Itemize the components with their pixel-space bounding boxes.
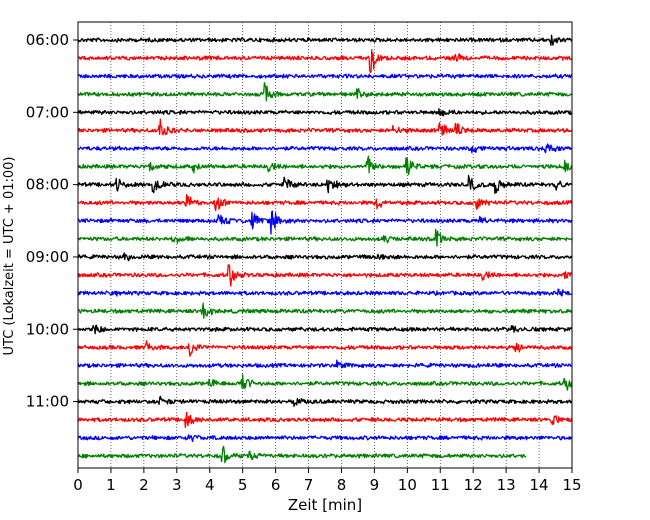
x-tick-label: 2 (139, 476, 149, 494)
x-tick-label: 13 (497, 476, 516, 494)
seismogram-traces (77, 34, 573, 464)
y-axis-label: UTC (Lokalzeit = UTC + 01:00) (2, 157, 17, 356)
trace-0815 (77, 194, 573, 212)
trace-0730 (77, 143, 573, 154)
y-tick-label: 07:00 (26, 103, 69, 121)
x-tick-label: 7 (304, 476, 314, 494)
grid-lines (110, 22, 540, 468)
trace-1045 (77, 374, 573, 391)
trace-1115 (77, 411, 573, 429)
trace-0900 (77, 252, 573, 262)
trace-0600 (77, 34, 573, 46)
x-tick-label: 12 (464, 476, 483, 494)
trace-1130 (77, 434, 573, 443)
trace-0800 (77, 174, 573, 194)
axis-ticks: 0 1 2 3 4 5 6 7 8 9 10 11 12 13 14 1506:0007:0008:0009:… (26, 31, 582, 494)
x-tick-label: 8 (337, 476, 347, 494)
trace-0830 (77, 210, 573, 235)
x-tick-label: 10 (398, 476, 417, 494)
trace-1030 (77, 359, 573, 369)
x-tick-label: 0 (73, 476, 83, 494)
trace-0700 (77, 108, 573, 117)
trace-0645 (77, 82, 573, 102)
trace-0630 (77, 73, 573, 79)
trace-0845 (77, 228, 573, 247)
plot-frame (77, 21, 573, 469)
x-tick-label: 9 (370, 476, 380, 494)
x-tick-label: 15 (562, 476, 581, 494)
trace-1100 (77, 395, 573, 407)
x-tick-label: 4 (205, 476, 215, 494)
x-tick-label: 5 (238, 476, 248, 494)
trace-0615 (77, 49, 573, 74)
y-tick-label: 08:00 (26, 176, 69, 194)
x-tick-label: 11 (431, 476, 450, 494)
x-tick-label: 14 (530, 476, 549, 494)
y-tick-label: 10:00 (26, 320, 69, 338)
trace-0930 (77, 288, 573, 297)
trace-0715 (77, 118, 573, 136)
x-axis-label: Zeit [min] (288, 496, 362, 514)
y-tick-label: 11:00 (26, 393, 69, 411)
y-tick-label: 09:00 (26, 248, 69, 266)
trace-0945 (77, 302, 573, 319)
x-tick-label: 3 (172, 476, 182, 494)
x-tick-label: 1 (106, 476, 116, 494)
y-tick-label: 06:00 (26, 31, 69, 49)
x-tick-label: 6 (271, 476, 281, 494)
trace-1145 (77, 445, 527, 464)
trace-0745 (77, 155, 573, 176)
trace-1000 (77, 324, 573, 335)
trace-1015 (77, 340, 573, 357)
trace-0915 (77, 264, 573, 287)
